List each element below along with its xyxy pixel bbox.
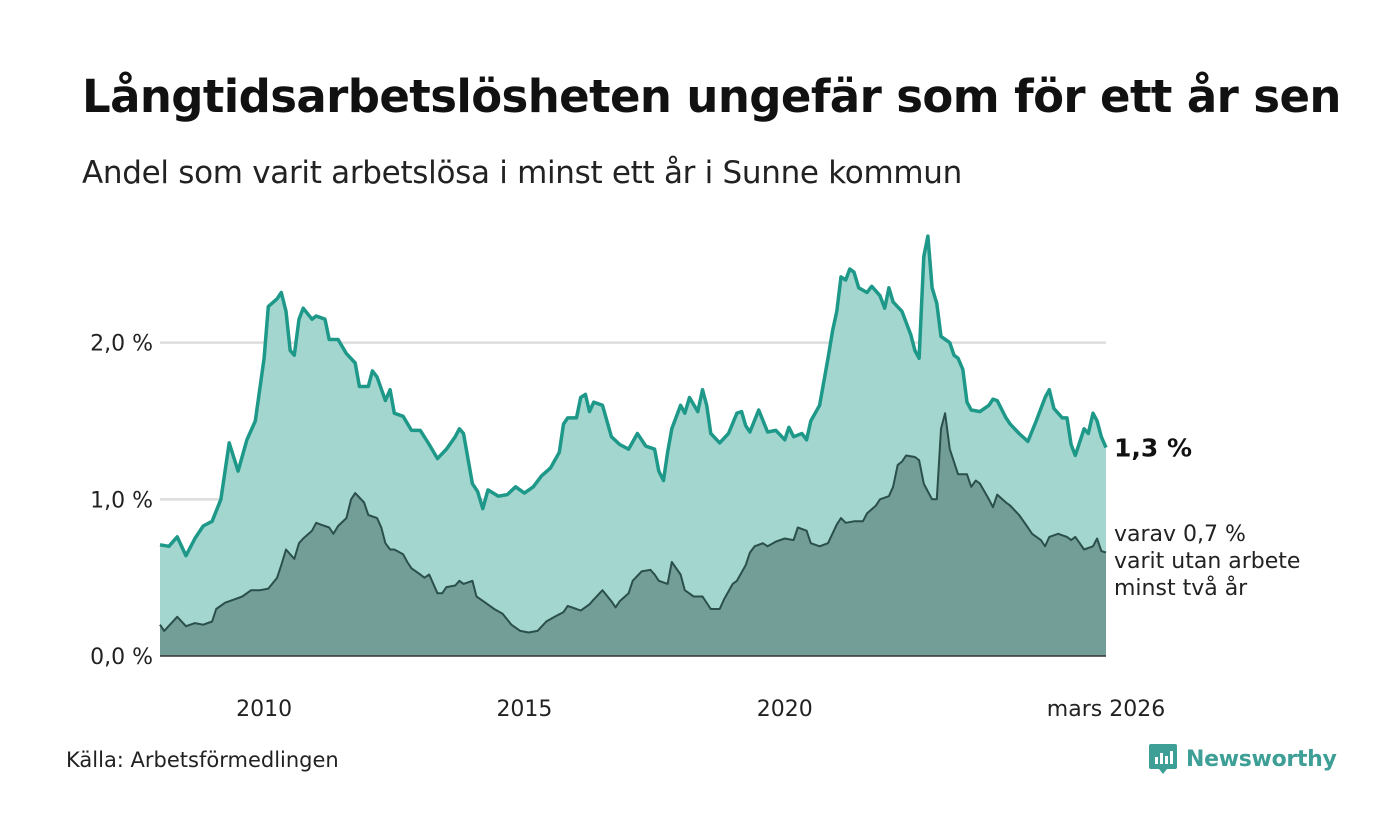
chart-areas xyxy=(159,234,1108,657)
x-tick-label: mars 2026 xyxy=(1047,697,1165,722)
y-tick-label: 2,0 % xyxy=(90,332,153,357)
chart-subtitle: Andel som varit arbetslösa i minst ett å… xyxy=(82,155,962,191)
sub-series-end-label-line: minst två år xyxy=(1114,575,1248,601)
sub-series-end-label-line: varav 0,7 % xyxy=(1114,522,1246,547)
end-labels: 1,3 % varav 0,7 % varit utan arbete minst t… xyxy=(1114,434,1300,601)
y-tick-label: 0,0 % xyxy=(90,645,153,670)
axis-labels: 0,0 % 1,0 % 2,0 % 2010 2015 2020 mars 2026 xyxy=(90,332,1165,722)
newsworthy-logo-icon xyxy=(1149,744,1177,774)
x-tick-label: 2015 xyxy=(496,697,552,722)
brand-logo[interactable]: Newsworthy xyxy=(1148,742,1337,776)
sub-series-end-label: varav 0,7 % varit utan arbete minst två år xyxy=(1114,522,1300,601)
brand-name: Newsworthy xyxy=(1186,746,1337,772)
area-sub-series xyxy=(160,413,1106,656)
x-tick-label: 2010 xyxy=(236,697,292,722)
y-tick-label: 1,0 % xyxy=(90,488,153,513)
sub-series-end-label-line: varit utan arbete xyxy=(1114,549,1300,574)
line-main-series xyxy=(159,234,1108,558)
chart-title: Långtidsarbetslösheten ungefär som för e… xyxy=(82,70,1341,123)
main-series-end-label: 1,3 % xyxy=(1114,434,1192,463)
line-sub-series xyxy=(159,412,1107,634)
x-tick-label: 2020 xyxy=(757,697,813,722)
source-note: Källa: Arbetsförmedlingen xyxy=(66,748,339,772)
